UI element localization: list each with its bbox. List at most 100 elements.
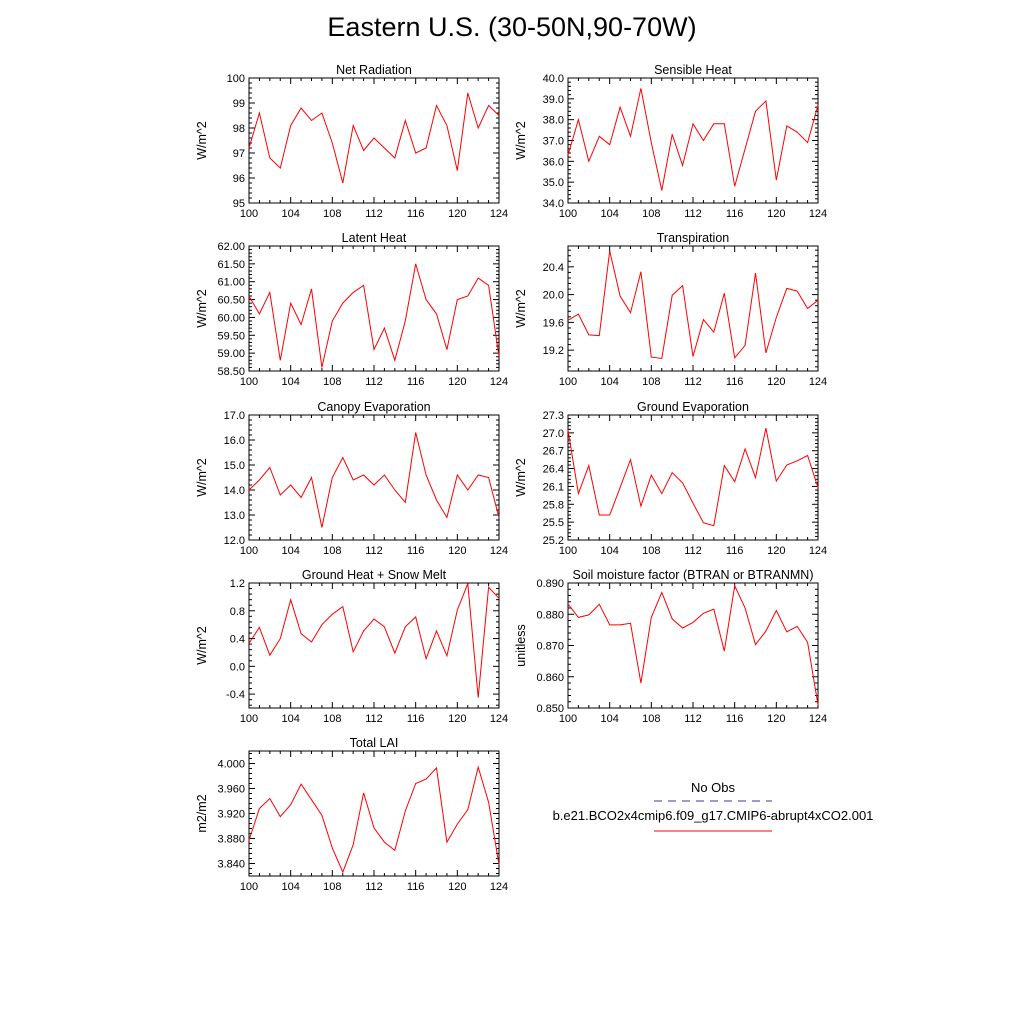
x-tick-label: 120	[448, 376, 466, 388]
y-tick-label: 0.4	[230, 634, 245, 646]
x-tick-label: 116	[407, 376, 425, 388]
x-tick-label: 124	[809, 376, 827, 388]
x-tick-label: 120	[767, 208, 785, 220]
y-tick-label: 25.8	[543, 499, 564, 511]
x-tick-label: 100	[240, 208, 258, 220]
y-tick-label: 16.0	[224, 435, 245, 447]
panel-title: Total LAI	[350, 736, 399, 750]
y-tick-label: 17.0	[224, 410, 245, 422]
y-tick-label: 0.0	[230, 661, 245, 673]
x-tick-label: 104	[600, 713, 618, 725]
panel-ground-heat-snow-melt: Ground Heat + Snow Melt W/m^2 100 104 108 112…	[195, 568, 508, 725]
y-tick-label: 0.890	[536, 578, 564, 590]
y-tick-label: 0.870	[536, 641, 564, 653]
x-tick-label: 100	[240, 713, 258, 725]
plot-frame	[567, 77, 819, 204]
x-tick-label: 120	[448, 208, 466, 220]
x-tick-label: 120	[448, 713, 466, 725]
y-axis-label: m2/m2	[195, 794, 209, 832]
y-tick-label: 19.2	[543, 345, 564, 357]
x-tick-label: 116	[726, 208, 744, 220]
y-tick-label: 4.000	[217, 759, 245, 771]
series-line-net-radiation	[248, 92, 500, 184]
y-tick-label: 34.0	[543, 198, 564, 210]
panel-title: Latent Heat	[342, 231, 407, 245]
y-tick-label: 97	[233, 148, 245, 160]
x-tick-label: 112	[365, 881, 383, 893]
y-tick-label: 40.0	[543, 73, 564, 85]
x-tick-label: 104	[281, 545, 299, 557]
y-axis-label: W/m^2	[195, 626, 209, 665]
y-tick-label: 3.840	[217, 859, 245, 871]
x-tick-label: 108	[642, 713, 660, 725]
plot-frame	[567, 414, 819, 541]
series-line-canopy-evaporation	[248, 432, 500, 528]
x-tick-label: 124	[809, 713, 827, 725]
y-tick-label: 14.0	[224, 485, 245, 497]
x-tick-label: 120	[767, 376, 785, 388]
y-tick-label: 59.50	[217, 330, 245, 342]
x-tick-label: 104	[281, 881, 299, 893]
panel-title: Sensible Heat	[654, 63, 732, 77]
x-tick-label: 112	[684, 713, 702, 725]
legend-obs-label: No Obs	[691, 780, 736, 795]
panel-sensible-heat: Sensible Heat W/m^2 100 104 108 112 116 120 124 3…	[514, 63, 827, 220]
x-tick-label: 116	[407, 208, 425, 220]
x-tick-label: 100	[559, 545, 577, 557]
x-tick-label: 100	[240, 545, 258, 557]
y-tick-label: 60.00	[217, 312, 245, 324]
panel-title: Transpiration	[657, 231, 730, 245]
panel-title: Canopy Evaporation	[317, 400, 430, 414]
x-tick-label: 108	[642, 208, 660, 220]
y-tick-label: 99	[233, 98, 245, 110]
x-tick-label: 124	[490, 208, 508, 220]
x-tick-label: 124	[809, 545, 827, 557]
y-tick-label: 26.4	[543, 464, 564, 476]
series-line-latent-heat	[248, 263, 500, 368]
y-axis-label: W/m^2	[514, 289, 528, 328]
x-tick-label: 112	[365, 208, 383, 220]
plot-frame	[248, 750, 500, 877]
x-tick-label: 104	[600, 376, 618, 388]
x-tick-label: 124	[490, 713, 508, 725]
x-tick-label: 104	[600, 545, 618, 557]
y-axis-label: W/m^2	[195, 289, 209, 328]
x-tick-label: 104	[281, 713, 299, 725]
y-axis-label: W/m^2	[195, 458, 209, 497]
series-line-sensible-heat	[567, 88, 819, 191]
x-tick-label: 108	[323, 208, 341, 220]
x-tick-label: 112	[365, 545, 383, 557]
panel-net-radiation: Net Radiation W/m^2 100 104 108 112 116 120 124 9…	[195, 63, 508, 220]
x-tick-label: 116	[726, 376, 744, 388]
y-tick-label: 26.1	[543, 481, 564, 493]
y-axis-label: unitless	[514, 624, 528, 666]
x-tick-label: 100	[240, 376, 258, 388]
y-tick-label: 1.2	[230, 578, 245, 590]
series-line-soil-moisture-factor-btran-or-btranmn	[567, 584, 819, 705]
x-tick-label: 104	[600, 208, 618, 220]
x-tick-label: 124	[490, 545, 508, 557]
plot-frame	[248, 245, 500, 372]
y-tick-label: 62.00	[217, 241, 245, 253]
series-line-total-lai	[248, 765, 500, 874]
x-tick-label: 108	[642, 376, 660, 388]
y-tick-label: 38.0	[543, 115, 564, 127]
y-tick-label: 95	[233, 198, 245, 210]
y-tick-label: 58.50	[217, 366, 245, 378]
y-tick-label: 19.6	[543, 317, 564, 329]
y-tick-label: 20.0	[543, 290, 564, 302]
panel-total-lai: Total LAI m2/m2 100 104 108 112 116 120 124 3.840…	[195, 736, 508, 893]
y-tick-label: 37.0	[543, 136, 564, 148]
x-tick-label: 108	[323, 376, 341, 388]
x-tick-label: 112	[365, 376, 383, 388]
x-tick-label: 112	[684, 376, 702, 388]
x-tick-label: 124	[490, 376, 508, 388]
y-tick-label: -0.4	[226, 689, 245, 701]
x-tick-label: 108	[323, 881, 341, 893]
y-tick-label: 26.7	[543, 446, 564, 458]
y-tick-label: 3.920	[217, 809, 245, 821]
x-tick-label: 116	[407, 545, 425, 557]
x-tick-label: 100	[559, 713, 577, 725]
y-tick-label: 13.0	[224, 510, 245, 522]
series-line-transpiration	[567, 250, 819, 360]
